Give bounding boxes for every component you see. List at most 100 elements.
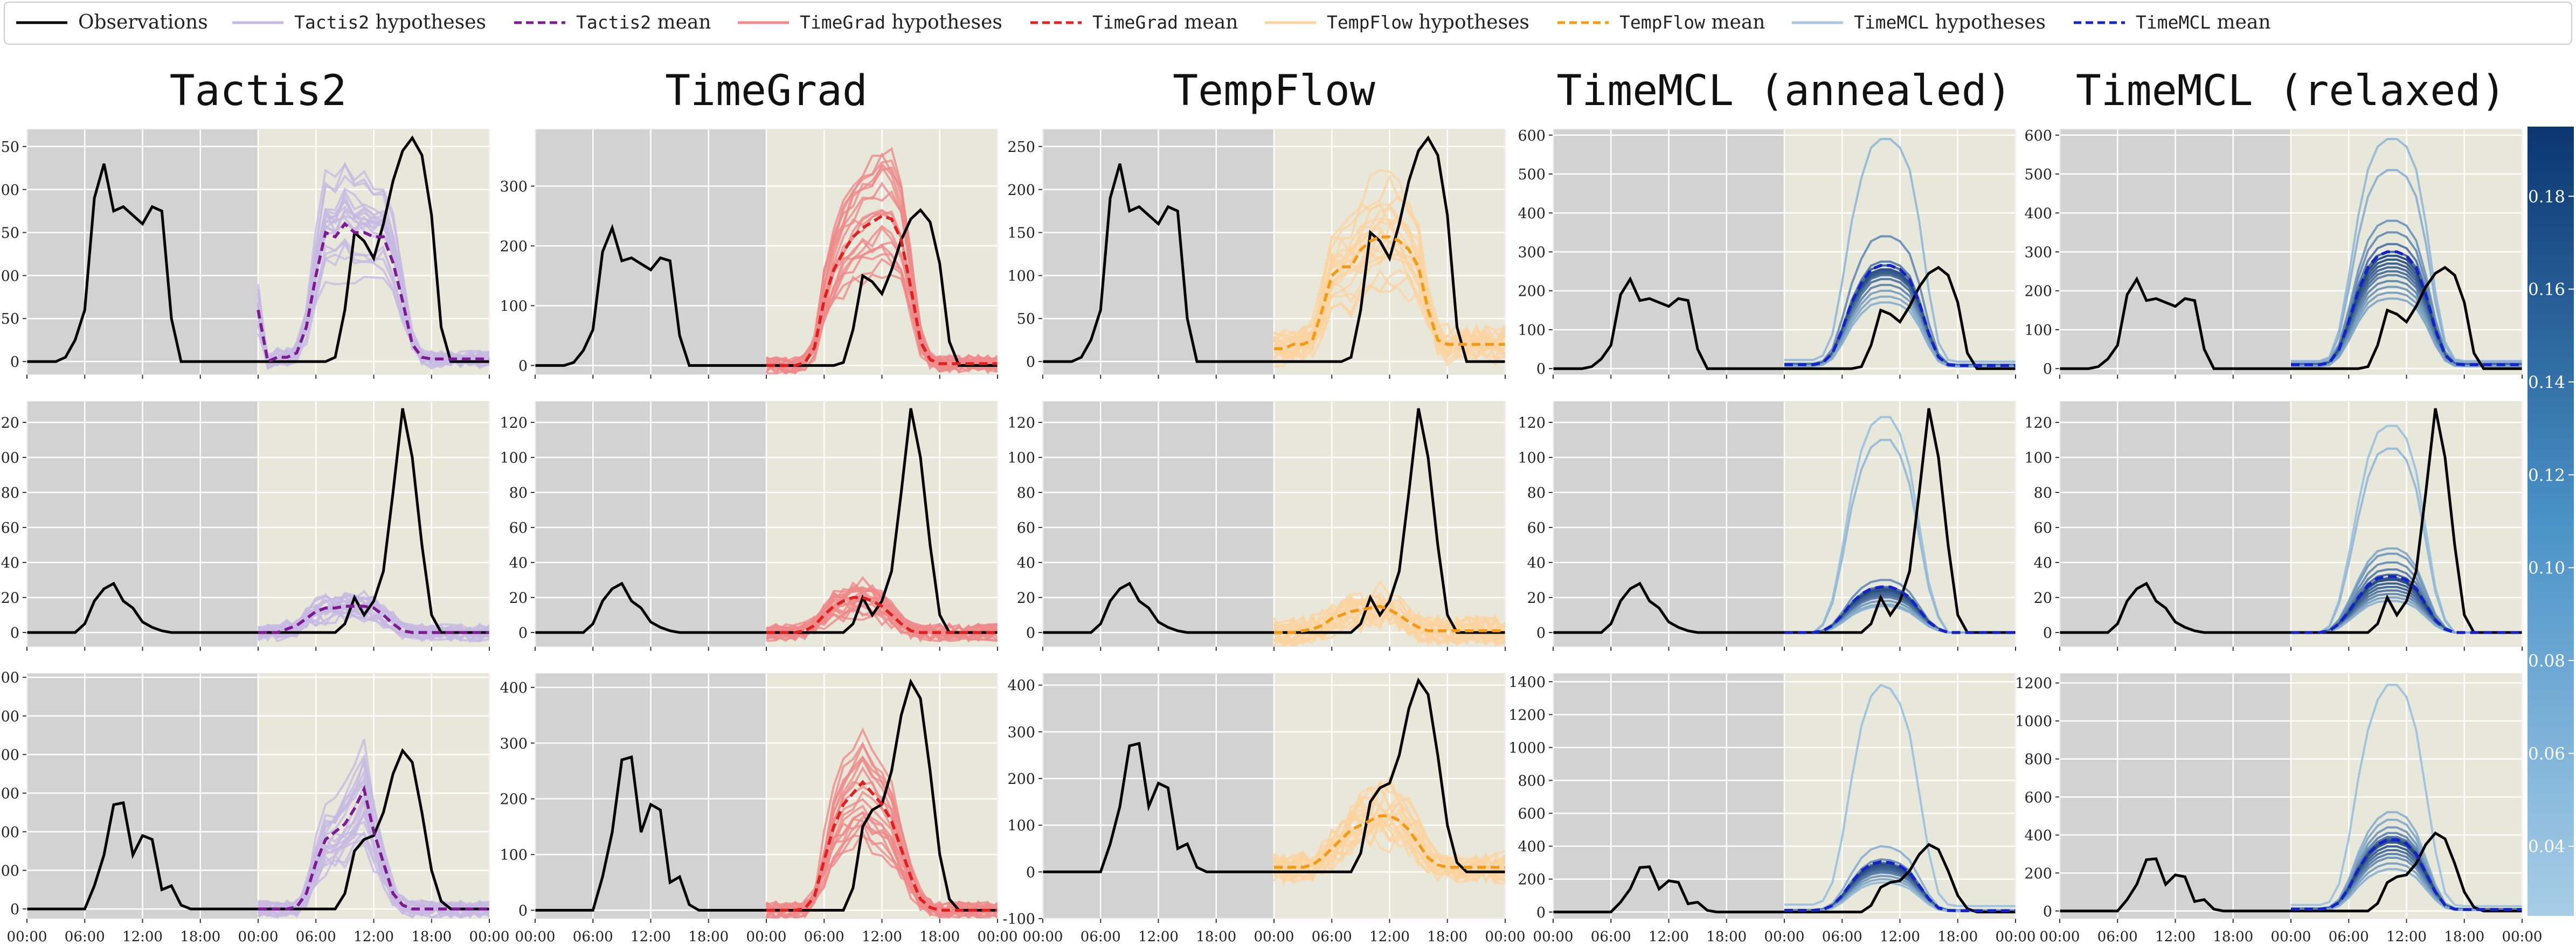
colorbar-tick-label: 0.16	[2528, 280, 2565, 300]
legend-model-name: Tactis2	[294, 12, 369, 33]
panel-0-row1: 0 50 100 150 200 250	[0, 129, 490, 379]
panel-series	[2060, 408, 2522, 634]
panel-series	[535, 147, 998, 374]
y-tick-label: 100	[500, 847, 528, 864]
panel-series	[27, 408, 489, 643]
observation-line	[27, 135, 489, 363]
x-tick-label: 12:00	[354, 929, 394, 945]
legend-entry-timegrad_m: TimeGrad mean	[1030, 11, 1238, 33]
x-tick-label: 00:00	[469, 929, 510, 945]
panel-2-row1: 0 50 100 150 200 250	[1007, 129, 1506, 379]
x-tick-label: 12:00	[631, 929, 671, 945]
x-tick-label: 12:00	[1649, 929, 1689, 945]
legend-label: TimeGrad hypotheses	[800, 11, 1002, 33]
observation-line	[2060, 831, 2522, 913]
column-title-1: TimeGrad	[665, 67, 868, 115]
y-tick-label: 200	[500, 238, 528, 255]
legend-label: TimeMCL hypotheses	[1854, 11, 2046, 33]
legend-model-name: TempFlow	[1619, 12, 1705, 33]
mean-line	[2291, 838, 2522, 911]
mean-line	[257, 221, 489, 364]
y-tick-label: 600	[2024, 789, 2052, 806]
panel-frame	[26, 401, 490, 647]
mean-line	[258, 604, 489, 634]
y-tick-label: 40	[1, 555, 19, 572]
panel-series	[1553, 408, 2016, 634]
x-tick-label: 00:00	[1485, 929, 1526, 945]
y-tick-label: 40	[509, 555, 528, 572]
column-title-4: TimeMCL (relaxed)	[2076, 67, 2506, 115]
hypothesis-line	[766, 588, 998, 641]
panel-3-row2: 0 20 40 60 80 100 120	[1518, 401, 2017, 651]
legend-label: TimeMCL mean	[2136, 11, 2271, 33]
colorbar-tick-label: 0.14	[2528, 373, 2565, 392]
y-tick-label: 60	[1527, 520, 1546, 537]
x-tick-label: 18:00	[2213, 929, 2253, 945]
legend-text: mean	[651, 11, 711, 33]
y-tick-label: 400	[2024, 205, 2052, 222]
x-tick-label: 06:00	[1081, 929, 1121, 945]
hypothesis-line	[2291, 169, 2522, 363]
legend-text: hypotheses	[1929, 11, 2046, 33]
legend-label: Observations	[78, 11, 208, 33]
legend-text: hypotheses	[369, 11, 486, 33]
y-tick-label: 300	[500, 178, 528, 195]
colorbar-tick-label: 0.12	[2528, 465, 2565, 485]
legend-label: TempFlow mean	[1619, 11, 1765, 33]
y-tick-label: 60	[509, 520, 528, 537]
legend-text: hypotheses	[885, 11, 1002, 33]
y-tick-label: 300	[500, 735, 528, 752]
x-tick-label: 18:00	[2444, 929, 2484, 945]
y-tick-label: 200	[2024, 865, 2052, 882]
legend-model-name: TimeMCL	[2136, 12, 2211, 33]
x-tick-label: 18:00	[1937, 929, 1978, 945]
colorbar-tick-label: 0.04	[2528, 837, 2565, 857]
y-tick-label: 200	[2024, 283, 2052, 300]
y-tick-label: 80	[1017, 485, 1035, 502]
x-tick-label: 00:00	[7, 929, 47, 945]
y-tick-label: 60	[2034, 520, 2052, 537]
x-tick-label: 00:00	[2271, 929, 2311, 945]
panel-series	[27, 135, 489, 371]
y-tick-label: 50	[1017, 311, 1035, 328]
panel-series	[1553, 684, 2016, 914]
x-tick-label: 06:00	[2097, 929, 2138, 945]
observation-line	[1553, 266, 2016, 370]
y-tick-label: 400	[500, 680, 528, 697]
y-tick-label: 200	[1518, 283, 1546, 300]
hypothesis-line	[1273, 826, 1505, 885]
panel-series	[2060, 684, 2522, 913]
y-tick-label: 20	[1527, 590, 1546, 607]
x-tick-label: 12:00	[862, 929, 902, 945]
panel-frame	[1042, 401, 1506, 647]
legend-text: mean	[1705, 11, 1765, 33]
hypothesis-line	[766, 727, 998, 917]
column-title-0: Tactis2	[170, 67, 347, 115]
panel-1-row1: 0 100 200 300	[500, 129, 999, 379]
panel-frame	[535, 129, 998, 375]
colorbar: 0.04 0.06 0.08 0.10 0.12 0.14 0.16 0.18	[2527, 127, 2574, 916]
hypothesis-line	[1273, 174, 1505, 351]
panel-0-row2: 0 20 40 60 80 100 120	[0, 401, 490, 651]
y-tick-label: 0	[10, 625, 19, 642]
x-tick-label: 06:00	[65, 929, 105, 945]
y-tick-label: 0	[1536, 361, 1546, 378]
y-tick-label: 120	[1518, 415, 1546, 432]
legend-model-name: TempFlow	[1327, 12, 1412, 33]
y-tick-label: 400	[1007, 678, 1035, 694]
y-tick-label: 0	[2043, 625, 2052, 642]
legend-text: mean	[2211, 11, 2271, 33]
panel-frame	[1553, 673, 2016, 919]
y-tick-label: 250	[0, 139, 19, 156]
y-tick-label: 200	[1007, 182, 1035, 199]
y-tick-label: 80	[1527, 485, 1546, 502]
y-tick-label: 800	[1518, 773, 1546, 789]
legend-text: mean	[1178, 11, 1238, 33]
panel-frame	[535, 401, 998, 647]
hypothesis-line	[1273, 194, 1505, 352]
panel-series	[535, 678, 998, 919]
x-tick-label: 18:00	[180, 929, 220, 945]
y-tick-label: 250	[1007, 139, 1035, 156]
mean-line	[1274, 235, 1505, 350]
y-tick-label: -100	[1002, 911, 1035, 928]
